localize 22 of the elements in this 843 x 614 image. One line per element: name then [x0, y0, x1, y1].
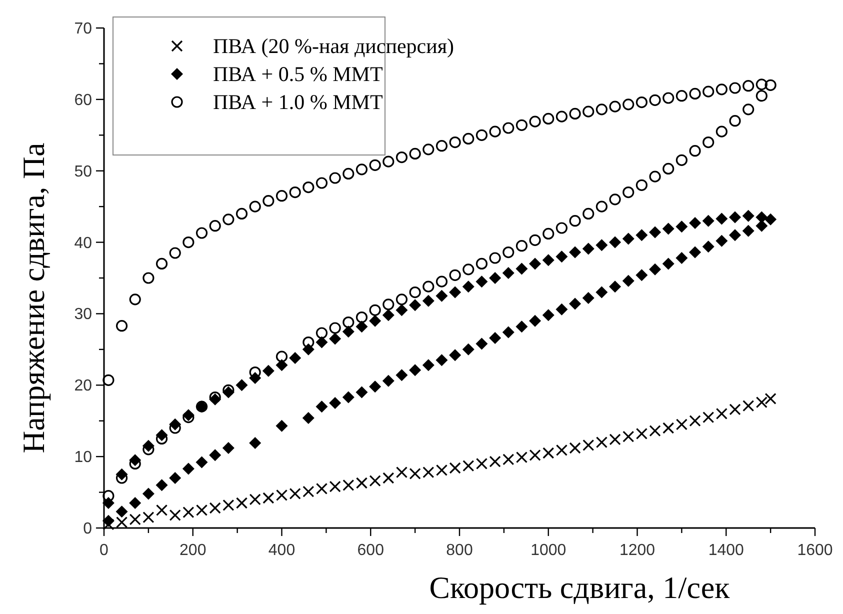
- x-tick-label: 400: [268, 542, 296, 559]
- x-tick-label: 800: [446, 542, 473, 559]
- legend-label: ПВА + 1.0 % ММТ: [213, 90, 383, 114]
- y-tick-label: 70: [74, 20, 92, 38]
- x-axis-title: Скорость сдвига, 1/сек: [429, 570, 731, 605]
- y-tick-label: 40: [74, 234, 92, 252]
- y-tick-label: 10: [74, 449, 92, 466]
- x-tick-label: 200: [180, 542, 206, 559]
- x-tick-label: 600: [357, 542, 384, 559]
- y-axis-title: Напряжение сдвига, Па: [16, 142, 51, 454]
- legend-label: ПВА + 0.5 % ММТ: [213, 62, 383, 86]
- x-tick-label: 1600: [797, 542, 833, 559]
- x-tick-label: 0: [100, 542, 109, 559]
- y-tick-label: 30: [74, 306, 92, 324]
- y-tick-label: 50: [74, 163, 92, 180]
- legend-label: ПВА (20 %-ная дисперсия): [213, 34, 454, 58]
- x-tick-label: 1400: [708, 542, 744, 559]
- y-tick-label: 20: [74, 378, 92, 395]
- x-tick-label: 1000: [530, 542, 566, 559]
- y-tick-label: 60: [74, 92, 92, 109]
- x-tick-label: 1200: [619, 542, 656, 559]
- y-tick-label: 0: [83, 520, 92, 538]
